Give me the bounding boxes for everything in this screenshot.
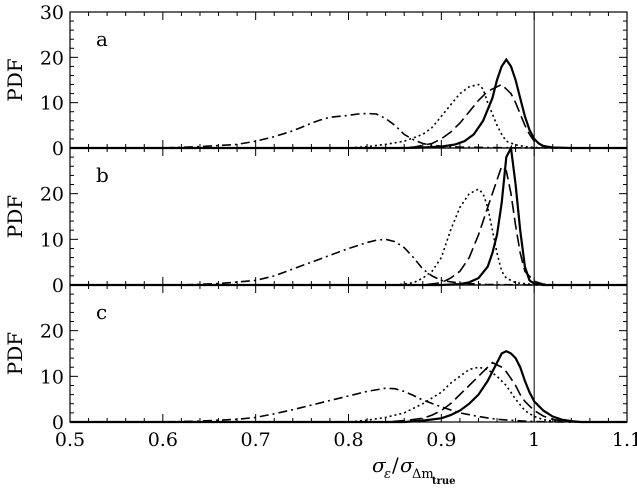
series-dashdot — [70, 387, 627, 423]
panel-frame — [69, 147, 628, 286]
x-label-subsub-true: true — [432, 476, 456, 487]
x-tick-label: 0.8 — [333, 429, 363, 451]
x-axis-label: σ ε / σ Δm true — [372, 453, 456, 487]
panel-label: b — [96, 163, 109, 187]
series-dotted — [70, 188, 627, 286]
y-tick-label: 0 — [52, 412, 64, 434]
y-axis-label: PDF — [3, 332, 27, 375]
y-tick-label: 10 — [40, 229, 64, 251]
panel-frame — [69, 11, 628, 149]
x-label-sigma: σ — [372, 453, 387, 477]
x-tick-label: 1 — [528, 429, 540, 451]
y-tick-label: 10 — [40, 93, 64, 115]
series-dashed — [70, 361, 627, 423]
x-label-sub-delta-m: Δm — [412, 467, 434, 482]
y-tick-label: 0 — [52, 138, 64, 160]
series-solid — [70, 144, 627, 287]
y-tick-label: 20 — [40, 47, 64, 69]
panel-label: c — [96, 300, 107, 324]
x-tick-label: 1.1 — [612, 429, 637, 451]
panel-b: 0 10 20 PDF b — [3, 144, 628, 297]
y-tick-label: 20 — [40, 321, 64, 343]
x-tick-label: 0.6 — [148, 429, 178, 451]
series-solid — [70, 57, 627, 150]
x-tick-label: 0.9 — [426, 429, 456, 451]
y-tick-label: 10 — [40, 366, 64, 388]
panel-label: a — [96, 27, 108, 51]
series-dotted — [70, 366, 627, 423]
panel-a: 0 10 20 30 PDF a — [3, 2, 628, 160]
x-label-slash: / — [392, 453, 399, 477]
panel-frame — [69, 284, 628, 423]
series-dotted — [70, 83, 627, 149]
series-dashed — [70, 83, 627, 149]
y-tick-label: 0 — [52, 275, 64, 297]
series-dashdot — [70, 112, 627, 149]
x-axis: 0.5 0.6 0.7 0.8 0.9 1 1.1 — [55, 429, 637, 451]
series-dashdot — [70, 238, 627, 286]
y-tick-label: 20 — [40, 184, 64, 206]
x-tick-label: 0.5 — [55, 429, 85, 451]
x-tick-label: 0.7 — [241, 429, 271, 451]
panel-c: 0 10 20 PDF c — [3, 284, 628, 434]
y-axis-label: PDF — [3, 58, 27, 101]
series-dashed — [70, 164, 627, 286]
y-tick-label: 30 — [40, 2, 64, 24]
panels-group: 0 10 20 30 PDF a 0 10 20 PDF b 0 10 20 PDF c — [3, 2, 628, 434]
x-label-sigma-2: σ — [400, 453, 415, 477]
y-axis-label: PDF — [3, 195, 27, 238]
series-solid — [70, 349, 627, 424]
x-label-sub-epsilon: ε — [384, 467, 391, 482]
